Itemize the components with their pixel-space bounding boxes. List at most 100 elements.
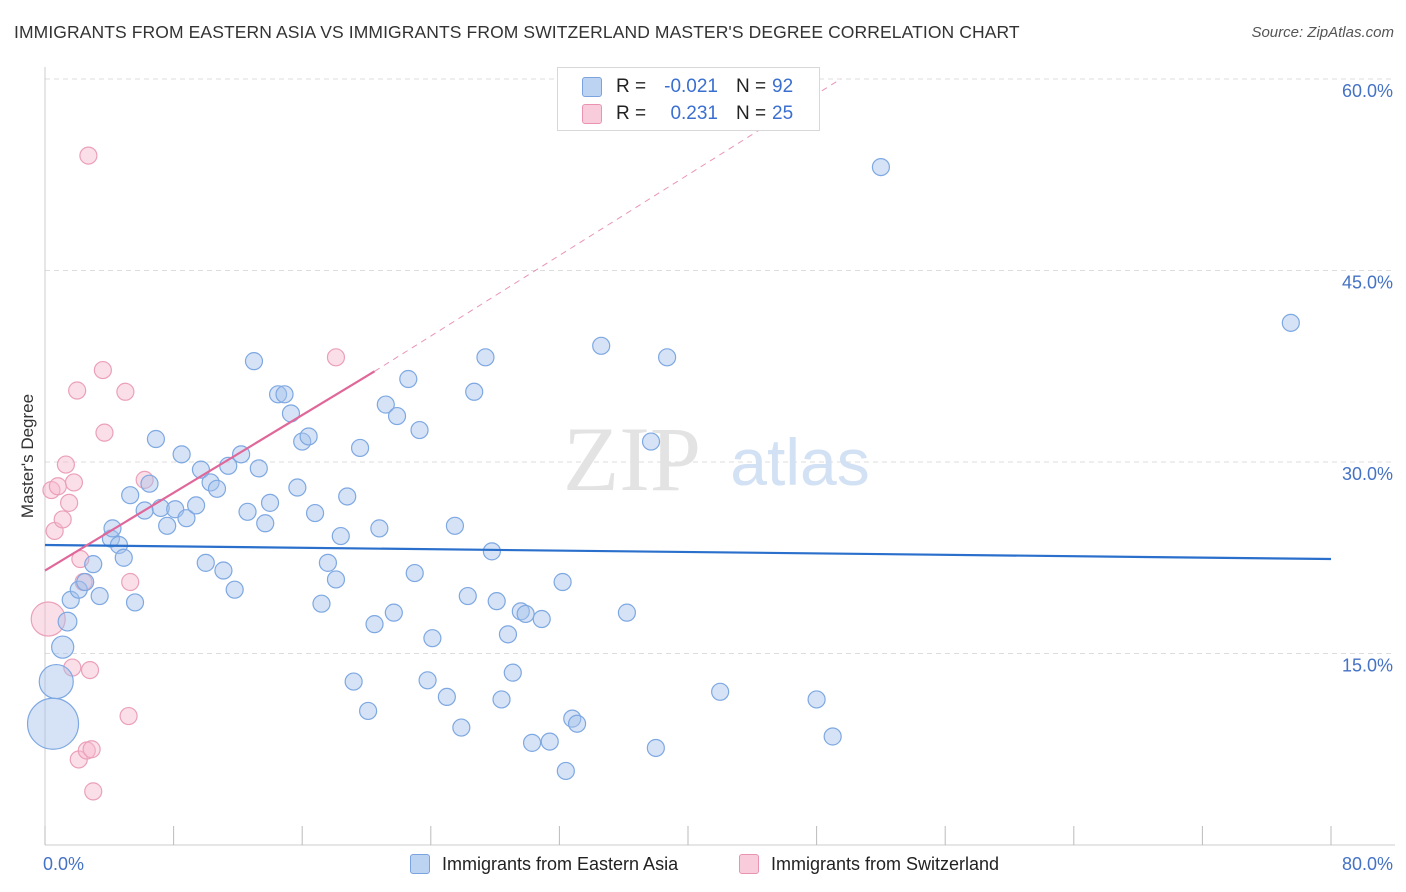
switzerland-point: [116, 382, 135, 401]
eastern-asia-point: [114, 548, 133, 567]
eastern-asia-point: [84, 555, 103, 574]
eastern-asia-point: [350, 438, 370, 458]
switzerland-point: [79, 146, 98, 165]
legend-n-label: N =: [736, 76, 767, 97]
watermark-atlas: atlas: [730, 425, 869, 499]
legend-row-eastern-asia: R = -0.021 N = 92: [582, 75, 793, 99]
legend-r-label: R =: [616, 103, 647, 124]
eastern-asia-point: [437, 687, 456, 707]
switzerland-point: [64, 473, 84, 492]
eastern-asia-point: [516, 604, 535, 624]
eastern-asia-point: [399, 369, 418, 389]
eastern-asia-point: [244, 352, 264, 371]
legend-swatch-pink: [582, 104, 602, 124]
eastern-asia-point: [384, 603, 403, 622]
eastern-asia-point: [410, 420, 429, 440]
switzerland-point: [30, 601, 66, 637]
eastern-asia-point: [370, 519, 389, 538]
switzerland-point: [121, 572, 140, 592]
eastern-asia-point: [482, 542, 501, 561]
legend-r-value: -0.021: [664, 76, 718, 97]
y-tick-label: 15.0%: [1342, 656, 1393, 676]
switzerland-point: [82, 740, 101, 759]
eastern-asia-point: [458, 586, 477, 606]
bottom-legend-swatch-blue: [410, 854, 430, 874]
eastern-asia-point: [256, 514, 275, 533]
source-label: Source: ZipAtlas.com: [1251, 24, 1394, 41]
legend: R = -0.021 N = 92 R = 0.231 N = 25: [557, 67, 820, 131]
eastern-asia-point: [207, 479, 227, 498]
eastern-asia-point: [125, 593, 145, 612]
eastern-asia-point: [498, 625, 518, 644]
eastern-asia-point: [556, 761, 575, 781]
y-tick-label: 60.0%: [1342, 81, 1393, 101]
eastern-asia-point: [338, 487, 357, 506]
eastern-asia-point: [260, 493, 280, 512]
eastern-asia-point: [225, 580, 244, 599]
eastern-asia-point: [503, 663, 522, 682]
y-tick-label: 30.0%: [1342, 464, 1393, 484]
eastern-asia-point: [146, 429, 166, 449]
x-tick-label: 80.0%: [1342, 854, 1393, 874]
eastern-asia-point: [249, 459, 268, 478]
eastern-asia-point: [76, 572, 95, 592]
eastern-asia-point: [376, 395, 395, 414]
eastern-asia-point: [445, 516, 465, 535]
eastern-asia-point: [38, 663, 74, 700]
eastern-asia-point: [57, 611, 78, 632]
eastern-asia-point: [326, 570, 346, 589]
eastern-asia-point: [418, 671, 437, 690]
switzerland-point: [84, 782, 103, 801]
points-layer: [26, 146, 1300, 801]
eastern-asia-point: [51, 635, 75, 659]
eastern-asia-point: [177, 509, 196, 528]
switzerland-point: [80, 660, 100, 680]
eastern-asia-point: [172, 445, 191, 464]
eastern-asia-point: [305, 503, 325, 523]
eastern-asia-point: [553, 572, 572, 592]
eastern-asia-point: [511, 602, 530, 621]
eastern-asia-point: [268, 385, 288, 404]
switzerland-point: [95, 423, 114, 442]
eastern-asia-point: [711, 682, 730, 701]
switzerland-point: [48, 477, 67, 496]
eastern-asia-point: [359, 701, 378, 721]
legend-n-value: 92: [772, 76, 794, 97]
chart-title: IMMIGRANTS FROM EASTERN ASIA VS IMMIGRAN…: [14, 22, 1020, 42]
grid-layer: [45, 78, 1395, 654]
eastern-asia-point: [532, 609, 551, 629]
eastern-asia-point: [476, 348, 495, 367]
switzerland-point: [326, 348, 346, 367]
legend-n-value: 25: [772, 103, 794, 124]
eastern-asia-point: [275, 385, 294, 404]
eastern-asia-point: [452, 718, 471, 737]
switzerland-trendline-extension: [374, 78, 841, 372]
eastern-asia-point: [196, 553, 215, 572]
eastern-asia-point: [423, 629, 442, 648]
eastern-asia-point: [646, 738, 665, 758]
eastern-asia-point: [158, 516, 177, 535]
eastern-asia-point: [563, 709, 582, 728]
bottom-legend-swatch-pink: [739, 854, 759, 874]
legend-n-label: N =: [736, 103, 767, 124]
eastern-asia-point: [344, 672, 363, 691]
switzerland-point: [68, 381, 87, 400]
bottom-legend-switzerland: Immigrants from Switzerland: [739, 852, 999, 876]
switzerland-point: [53, 510, 72, 529]
switzerland-point: [119, 706, 138, 726]
eastern-asia-point: [26, 697, 80, 750]
bottom-legend-eastern-asia: Immigrants from Eastern Asia: [410, 852, 678, 876]
eastern-asia-point: [312, 594, 331, 613]
legend-r-label: R =: [616, 76, 647, 97]
switzerland-point: [93, 360, 112, 380]
eastern-asia-point: [331, 526, 350, 546]
eastern-asia-point: [1281, 313, 1300, 332]
eastern-asia-point: [522, 733, 542, 752]
switzerland-point: [60, 493, 79, 512]
legend-r-value: 0.231: [670, 103, 718, 124]
bottom-legend-label: Immigrants from Switzerland: [771, 853, 1000, 874]
x-tick-label: 0.0%: [43, 854, 84, 874]
eastern-asia-point: [658, 348, 677, 367]
switzerland-point: [56, 455, 75, 474]
